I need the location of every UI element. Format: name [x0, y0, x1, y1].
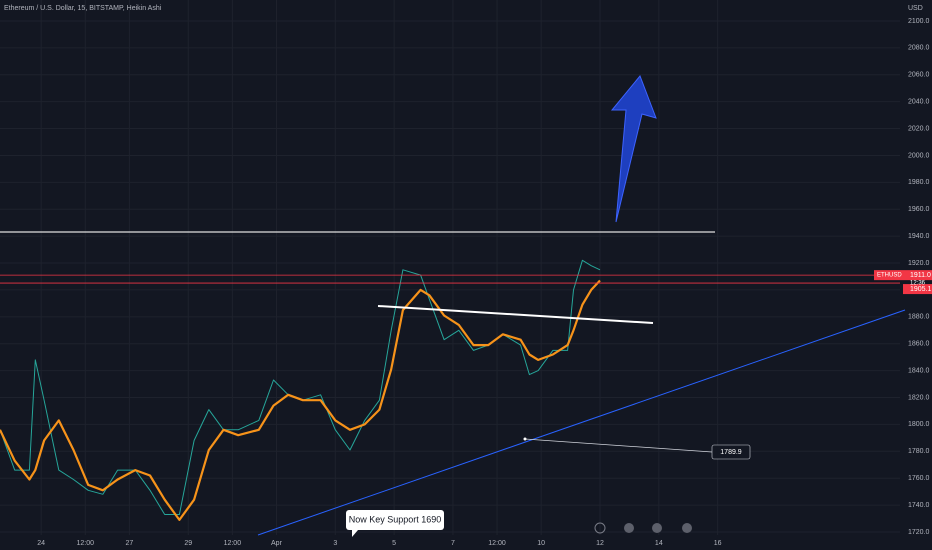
price-tag-text: 1905.1 [910, 286, 932, 293]
x-tick-label: 14 [655, 540, 663, 547]
axes: 1720.0 1740.0 1760.0 1780.0 1800.0 1820.0 1840… [37, 18, 932, 547]
symbol-tag-text: ETHUSD [877, 273, 902, 279]
price-tag [903, 284, 932, 295]
y-tick-label: 2020.0 [908, 125, 930, 132]
y-axis-label: USD [908, 5, 923, 12]
symbol-tag [874, 270, 903, 281]
x-tick-label: 10 [537, 540, 545, 547]
callout-box [711, 444, 751, 460]
event-icons [594, 522, 692, 534]
y-tick-label: 1980.0 [908, 179, 930, 186]
y-tick-label: 2100.0 [908, 18, 930, 25]
y-tick-label: 1740.0 [908, 502, 930, 509]
x-tick-label: 7 [451, 540, 455, 547]
y-tick-label: 2000.0 [908, 152, 930, 159]
x-tick-label: 16 [714, 540, 722, 547]
x-tick-label: 24 [37, 540, 45, 547]
y-tick-label: 1940.0 [908, 233, 930, 240]
y-tick-label: 1860.0 [908, 341, 930, 348]
y-tick-label: 1820.0 [908, 394, 930, 401]
y-tick-label: 1880.0 [908, 314, 930, 321]
plot [0, 259, 900, 522]
price-tag [903, 270, 932, 281]
x-tick-label: 12 [596, 540, 604, 547]
y-tick-label: 1920.0 [908, 260, 930, 267]
y-tick-label: 1760.0 [908, 475, 930, 482]
x-tick-label: 29 [184, 540, 192, 547]
grid [0, 0, 900, 535]
moving-average [0, 279, 601, 522]
x-tick-label: Apr [271, 540, 283, 547]
icon [682, 523, 692, 533]
price-line [0, 259, 601, 515]
x-tick-label: 3 [333, 540, 337, 547]
neckline [377, 305, 654, 324]
y-tick-label: 1720.0 [908, 529, 930, 536]
y-tick-label: 1960.0 [908, 206, 930, 213]
x-tick-label: 12:00 [224, 540, 242, 547]
y-tick-label: 1840.0 [908, 367, 930, 374]
y-tick-label: 1800.0 [908, 421, 930, 428]
support-label: Now Key Support 1690 [349, 514, 442, 524]
y-tick-label: 1780.0 [908, 448, 930, 455]
callout-line [524, 438, 713, 453]
chart-title: Ethereum / U.S. Dollar, 15, BITSTAMP, He… [4, 5, 162, 12]
x-tick-label: 5 [392, 540, 396, 547]
y-tick-label: 2080.0 [908, 45, 930, 52]
icon [624, 523, 634, 533]
up-arrow [610, 75, 657, 223]
x-tick-label: 12:00 [77, 540, 95, 547]
support-label-tail [352, 530, 358, 537]
support-label-box [346, 510, 444, 530]
x-tick-label: 12:00 [488, 540, 506, 547]
countdown: 12:36 [910, 281, 926, 287]
icon [594, 522, 606, 534]
price-tag-text: 1911.0 [910, 272, 931, 279]
x-tick-label: 27 [126, 540, 134, 547]
icon [652, 523, 662, 533]
support-trendline [257, 309, 906, 536]
y-tick-label: 2060.0 [908, 72, 930, 79]
callout-text: 1789.9 [720, 449, 742, 456]
y-tick-label: 2040.0 [908, 99, 930, 106]
callout-dot [523, 437, 527, 441]
